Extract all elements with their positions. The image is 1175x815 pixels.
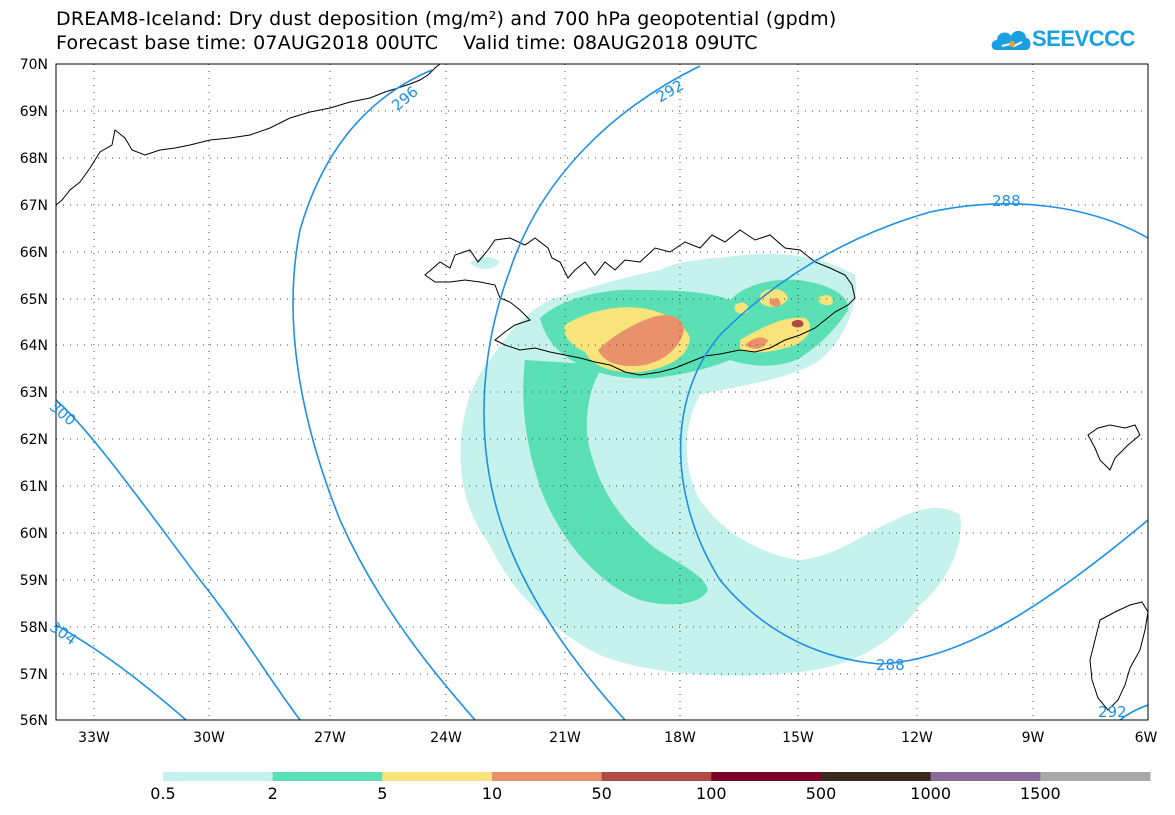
lat-label: 59N [20,573,48,589]
lon-label: 18W [664,730,696,746]
legend-label: 5 [377,784,388,803]
contour-label-288-south: 288 [876,656,905,674]
forecast-time-subtitle: Forecast base time: 07AUG2018 00UTC Vali… [56,32,758,54]
geopotential-contours [56,65,1148,720]
latitude-labels: 70N 69N 68N 67N 66N 65N 64N 63N 62N 61N … [20,57,48,729]
map-area [56,64,1148,720]
contour-label-292: 292 [653,76,687,106]
dust-orange-spot [769,298,781,307]
dust-north-coast-light [470,256,500,269]
legend-swatch [272,772,383,781]
lat-label: 65N [20,292,48,308]
legend-label: 1500 [1019,784,1061,803]
lat-label: 64N [20,338,48,354]
contour-296 [292,69,476,720]
legend-swatch [821,772,932,781]
lat-label: 69N [20,104,48,120]
legend-label: 1000 [910,784,952,803]
dust-plume-green [523,360,708,605]
contour-304 [56,624,187,720]
contour-288 [679,203,1148,665]
legend-swatch [1040,772,1151,781]
lon-label: 21W [549,730,581,746]
lat-label: 66N [20,245,48,261]
contour-292-se [1119,704,1148,720]
lat-label: 56N [20,713,48,729]
lon-label: 6W [1135,730,1158,746]
longitude-labels: 33W 30W 27W 24W 21W 18W 15W 12W 9W 6W [78,730,1157,746]
contour-label-296: 296 [388,82,422,114]
legend-swatch [382,772,493,781]
legend-label: 2 [267,784,278,803]
lon-label: 30W [193,730,225,746]
dust-yellow-far-ne [818,295,833,306]
legend-label: 10 [481,784,503,803]
contour-label-288-north: 288 [992,192,1021,210]
dust-orange-east [745,337,768,349]
map-frame [55,63,1149,721]
lon-label: 9W [1022,730,1045,746]
lat-label: 67N [20,198,48,214]
contour-292-main [483,65,701,720]
lon-label: 24W [430,730,462,746]
lat-label: 68N [20,151,48,167]
lat-label: 58N [20,620,48,636]
contour-label-304: 304 [46,618,80,649]
lat-label: 62N [20,432,48,448]
legend-swatch [492,772,603,781]
legend-label: 500 [805,784,837,803]
lon-label: 27W [314,730,346,746]
contour-label-292-se: 292 [1098,703,1127,721]
logo-text: SEEVCCC [1032,26,1135,51]
legend-swatch [711,772,822,781]
coastline-iceland [424,229,856,376]
legend-swatch [930,772,1041,781]
coastline-greenland [56,64,441,206]
legend-label: 50 [591,784,612,803]
lon-label: 15W [782,730,814,746]
contour-300 [56,399,301,720]
cloud-icon [991,30,1031,50]
map-title: DREAM8-Iceland: Dry dust deposition (mg/… [56,8,837,30]
lat-label: 57N [20,667,48,683]
contour-label-300: 300 [46,397,80,429]
lon-label: 33W [78,730,110,746]
coastline-scotland [1089,601,1148,711]
coastline-faroe [1087,424,1141,471]
legend-label: 0.5 [150,784,176,803]
legend-label: 100 [696,784,727,803]
legend-swatch [163,772,274,781]
lat-label: 63N [20,385,48,401]
lon-label: 12W [901,730,933,746]
lat-label: 70N [20,57,48,73]
legend-swatch [601,772,712,781]
legend-color-bar [163,772,1151,781]
dust-orange-core [598,315,684,367]
lat-lon-grid [56,64,1148,720]
lat-label: 61N [20,479,48,495]
lat-label: 60N [20,526,48,542]
